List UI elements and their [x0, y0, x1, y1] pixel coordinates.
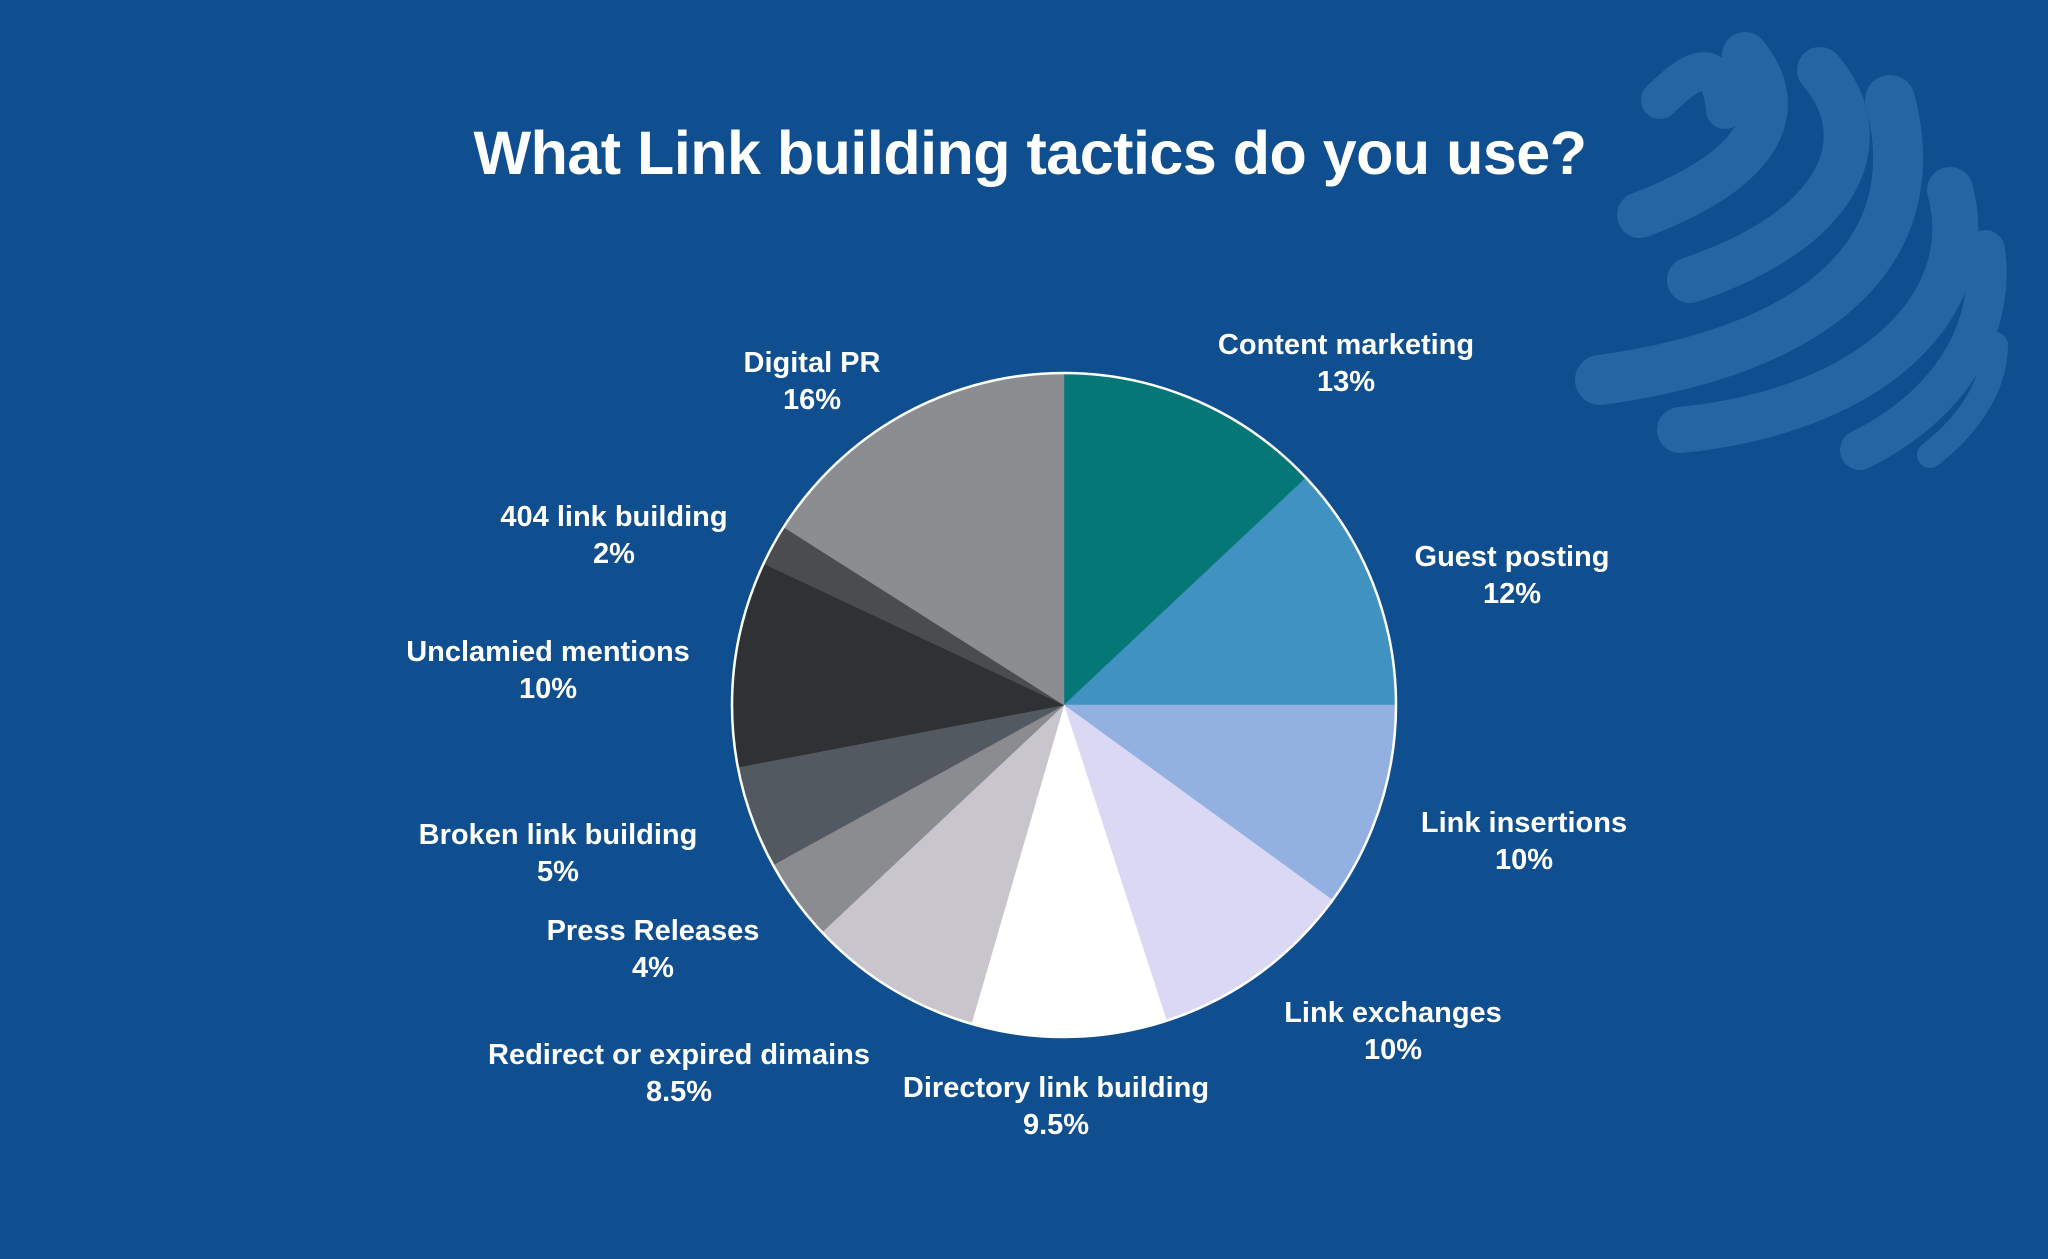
slice-value-label: 12%	[1483, 578, 1541, 610]
slice-label: Digital PR	[744, 347, 881, 379]
slice-label: Directory link building	[903, 1072, 1209, 1104]
slice-label: Redirect or expired dimains	[488, 1039, 870, 1071]
slice-label: Unclamied mentions	[406, 636, 690, 668]
slice-value-label: 16%	[783, 384, 841, 416]
slice-label: Broken link building	[419, 819, 698, 851]
chart-title: What Link building tactics do you use?	[473, 119, 1587, 187]
pie-outline	[730, 371, 1398, 1039]
slice-value-label: 10%	[1364, 1034, 1422, 1066]
slice-value-label: 5%	[537, 856, 579, 888]
slice-value-label: 10%	[1495, 844, 1553, 876]
slice-value-label: 2%	[593, 538, 635, 570]
pie-slices	[730, 371, 1398, 1039]
slice-label: Content marketing	[1218, 329, 1474, 361]
slice-value-label: 13%	[1317, 366, 1375, 398]
slice-label: Guest posting	[1415, 541, 1610, 573]
slice-value-label: 10%	[519, 673, 577, 705]
slice-label: Link exchanges	[1284, 997, 1502, 1029]
slice-label: Press Releases	[547, 915, 760, 947]
slice-value-label: 4%	[632, 952, 674, 984]
slice-value-label: 8.5%	[646, 1076, 712, 1108]
slice-label: 404 link building	[500, 501, 727, 533]
slice-value-label: 9.5%	[1023, 1109, 1089, 1141]
pie-labels: Content marketing 13% Guest posting 12% Link…	[406, 329, 1627, 1141]
slice-label: Link insertions	[1421, 807, 1627, 839]
